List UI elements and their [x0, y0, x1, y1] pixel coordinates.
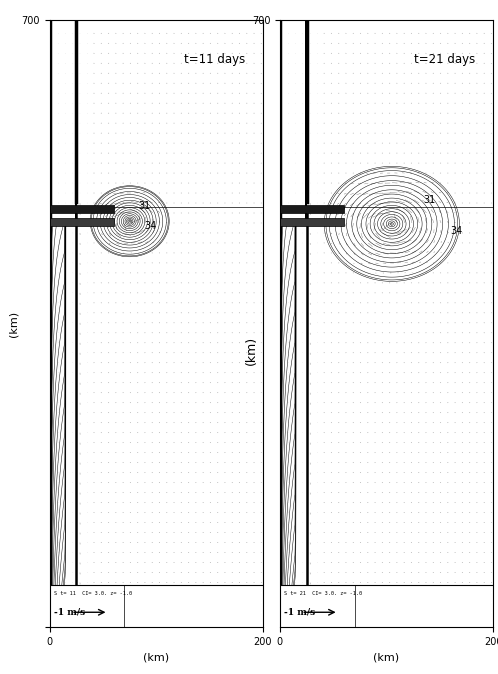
Text: 34: 34 — [144, 220, 157, 231]
X-axis label: (km): (km) — [374, 652, 399, 662]
Bar — [50, 218, 114, 226]
Text: S t= 11  CI= 3.0. z= -1.0: S t= 11 CI= 3.0. z= -1.0 — [54, 591, 132, 596]
Bar — [280, 205, 344, 212]
Text: -1 m/s: -1 m/s — [284, 608, 315, 617]
Bar — [50, 205, 114, 212]
Text: t=11 days: t=11 days — [184, 53, 246, 66]
Text: -1 m/s: -1 m/s — [54, 608, 85, 617]
Text: 31: 31 — [424, 195, 436, 205]
Text: S t= 21  CI= 3.0. z= -1.0: S t= 21 CI= 3.0. z= -1.0 — [284, 591, 363, 596]
Text: 34: 34 — [450, 226, 463, 236]
Text: (km): (km) — [245, 336, 258, 365]
X-axis label: (km): (km) — [143, 652, 169, 662]
Text: t=21 days: t=21 days — [414, 53, 476, 66]
Y-axis label: (km): (km) — [9, 311, 19, 336]
Bar — [280, 218, 344, 226]
Bar — [50, 585, 263, 627]
Text: 31: 31 — [138, 201, 150, 211]
Bar — [280, 585, 493, 627]
